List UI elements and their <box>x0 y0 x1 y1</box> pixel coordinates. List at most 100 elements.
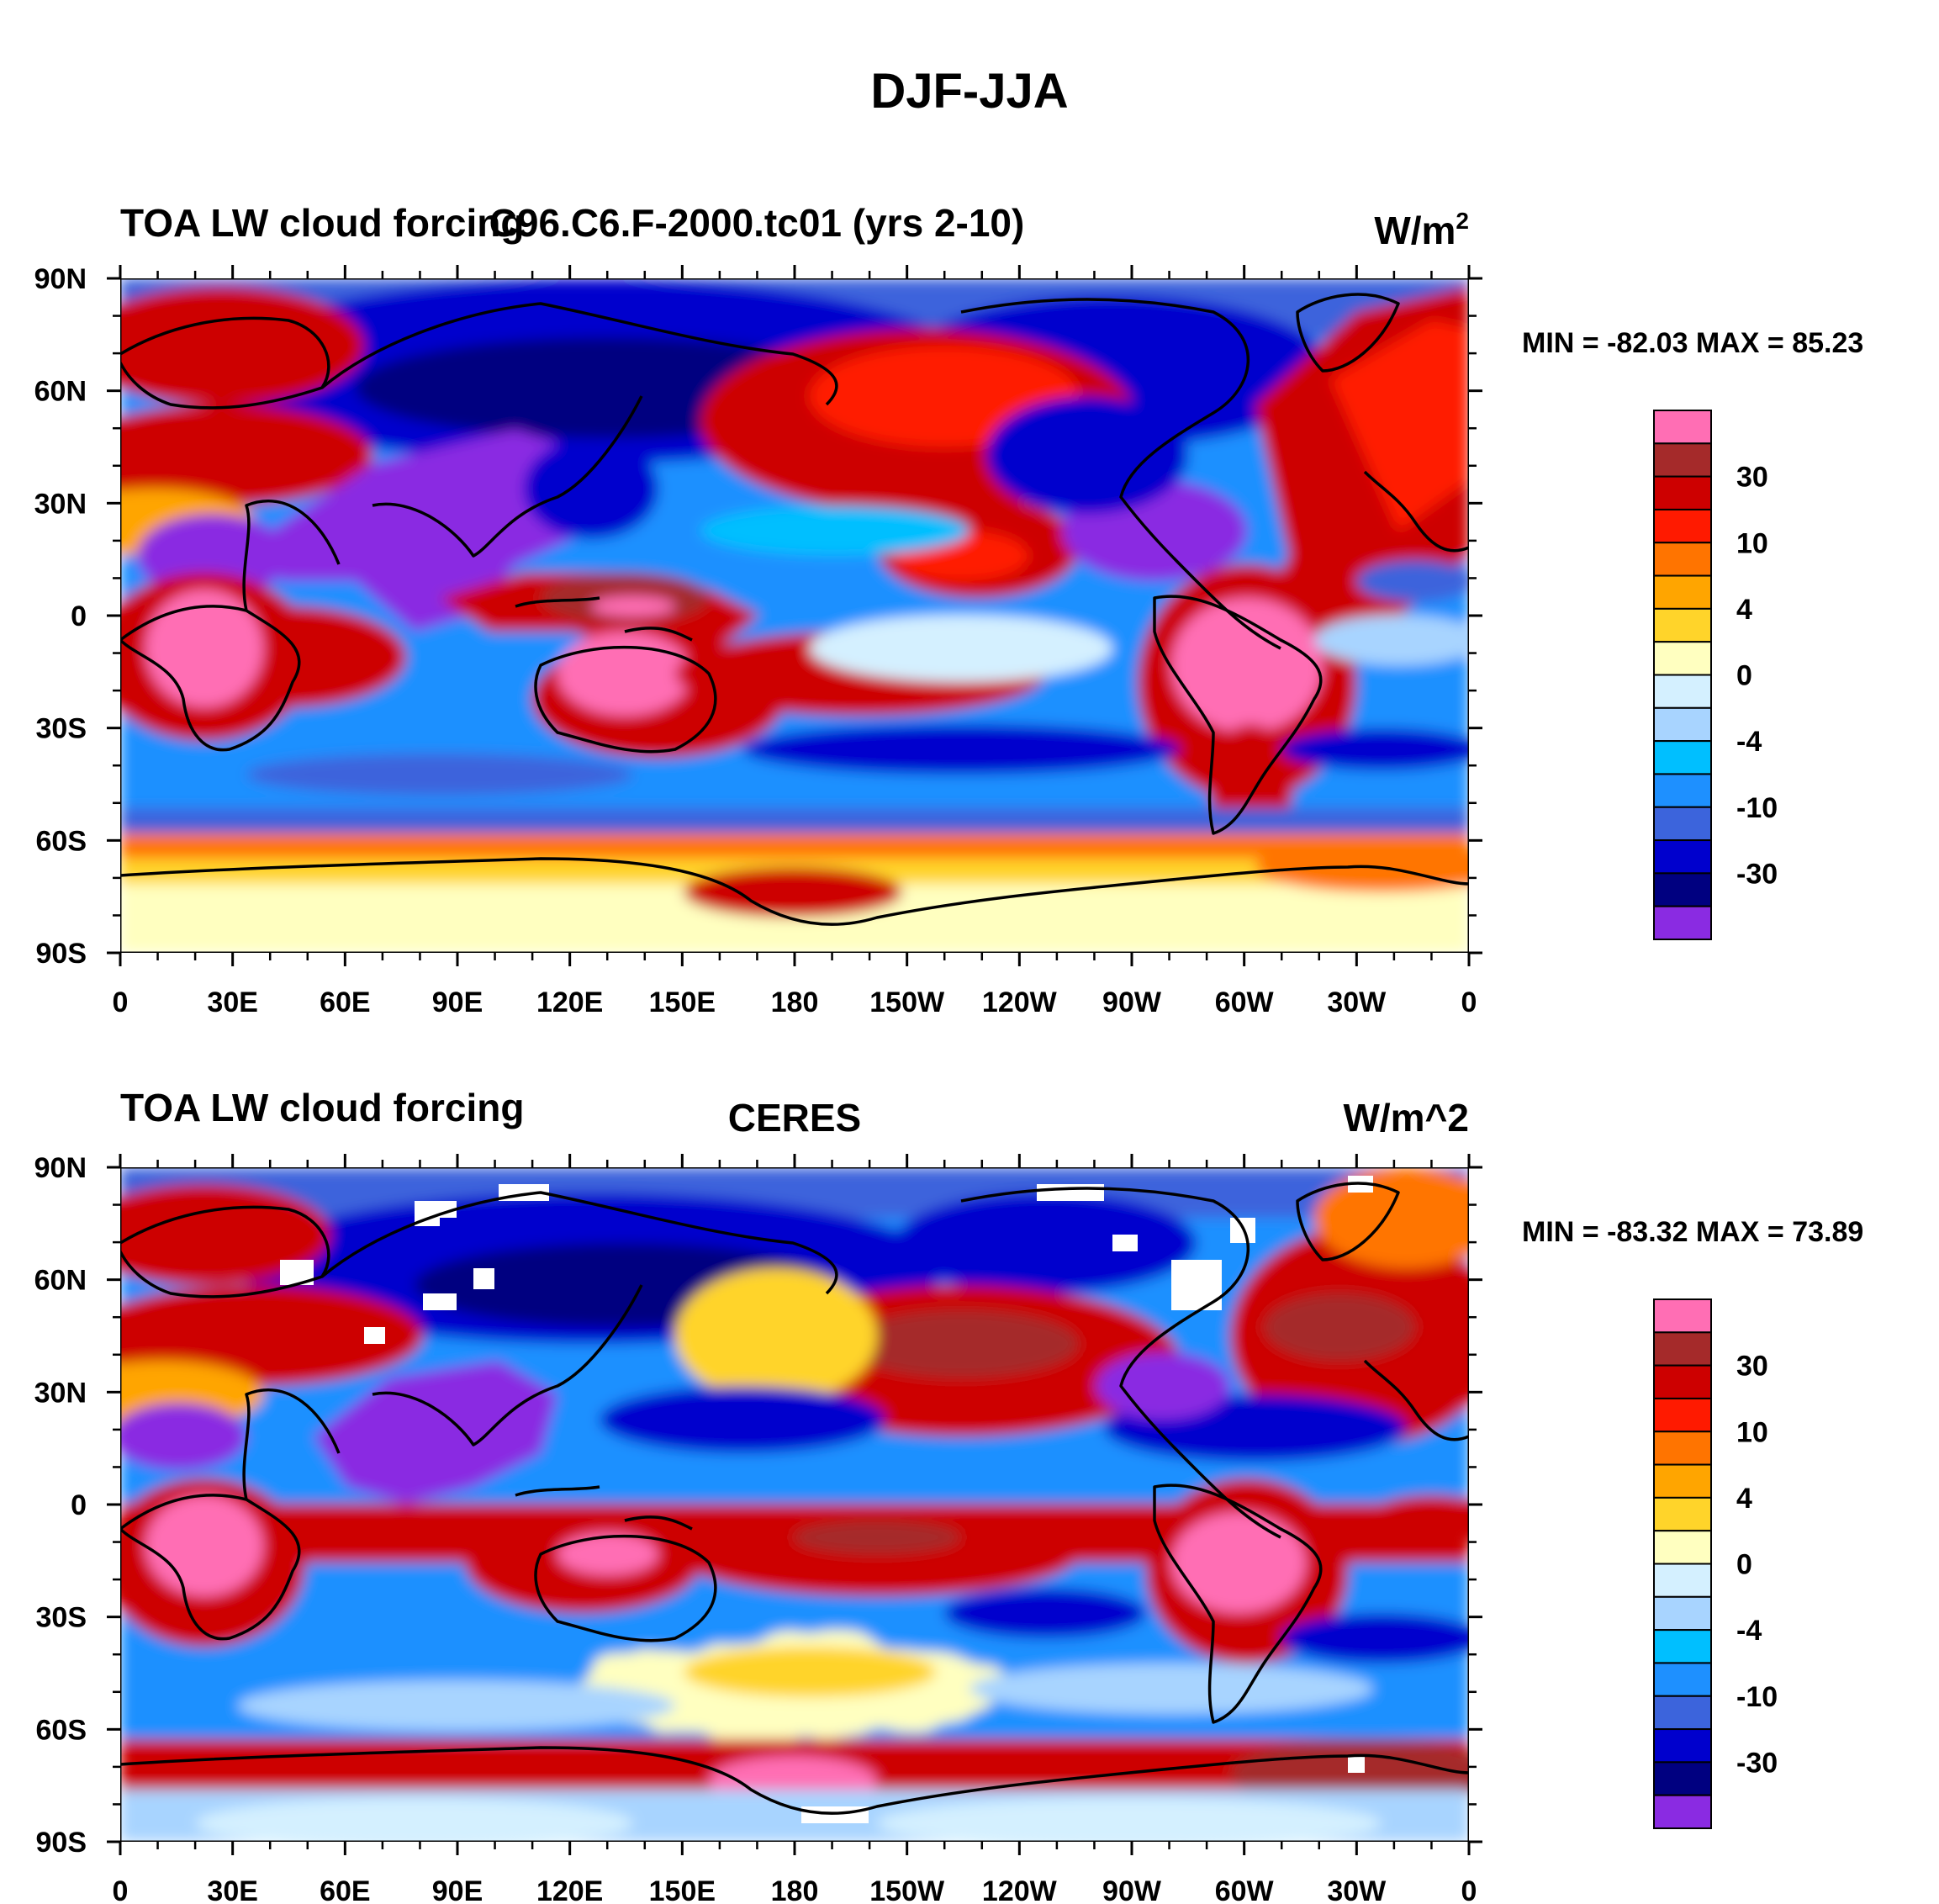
panel-top: TOA LW cloud forcing C96.C6.F-2000.tc01 … <box>34 201 1864 1018</box>
y-tick-label: 60N <box>34 376 87 408</box>
axes: 0 30E 60E 90E 120E 150E 180 150W 120W 90W 60W 30W 09… <box>34 1152 1482 1904</box>
x-tick-label: 150W <box>869 1875 945 1904</box>
x-tick-label: 0 <box>113 1875 129 1904</box>
colorbar-swatch <box>1653 806 1712 842</box>
x-tick-label: 90E <box>432 986 483 1018</box>
map-area <box>120 1167 1469 1842</box>
colorbar-swatch <box>1653 1761 1712 1796</box>
colorbar-label: -10 <box>1736 792 1778 824</box>
colorbar-label: 30 <box>1736 462 1768 494</box>
colorbar-swatch <box>1653 607 1712 643</box>
colorbar-swatch <box>1653 542 1712 577</box>
colorbar-swatch <box>1653 475 1712 510</box>
panel-bottom-title-center: CERES <box>728 1096 861 1140</box>
map-area <box>120 278 1469 953</box>
colorbar-swatch <box>1653 706 1712 743</box>
x-tick-label: 60E <box>320 986 371 1018</box>
y-tick-label: 0 <box>71 1489 87 1521</box>
axes: 0 30E 60E 90E 120E 150E 180 150W 120W 90W 60W 30W 09… <box>34 263 1482 1018</box>
colorbar-swatch <box>1653 740 1712 775</box>
colorbar-swatch <box>1653 1563 1712 1598</box>
colorbar-swatch <box>1653 1397 1712 1433</box>
x-tick-label: 60W <box>1215 986 1275 1018</box>
x-tick-label: 150E <box>649 986 716 1018</box>
y-tick-label: 90N <box>34 263 87 295</box>
colorbar-swatch <box>1653 641 1712 676</box>
panel-bottom-title-left: TOA LW cloud forcing <box>120 1086 524 1129</box>
panel-top-title-center: C96.C6.F-2000.tc01 (yrs 2-10) <box>489 201 1025 245</box>
colorbar-label: 10 <box>1736 1416 1768 1448</box>
panel-top-title-left: TOA LW cloud forcing <box>120 201 524 245</box>
colorbar-label: -30 <box>1736 858 1778 890</box>
colorbar: 30 10 4 0 -4 -10 -30 <box>1653 410 1778 940</box>
colorbar-swatch <box>1653 410 1712 445</box>
colorbar-swatch <box>1653 1728 1712 1764</box>
panel-bottom-title-right: W/m^2 <box>1343 1096 1469 1140</box>
y-tick-label: 90S <box>36 1827 87 1859</box>
colorbar-swatch <box>1653 1629 1712 1664</box>
x-tick-label: 60W <box>1215 1875 1275 1904</box>
colorbar: 30 10 4 0 -4 -10 -30 <box>1653 1298 1778 1829</box>
colorbar-swatch <box>1653 1794 1712 1829</box>
colorbar-label: 30 <box>1736 1351 1768 1383</box>
figure-title: DJF-JJA <box>870 64 1068 119</box>
x-tick-label: 180 <box>771 1875 819 1904</box>
x-tick-label: 60E <box>320 1875 371 1904</box>
x-tick-label: 0 <box>1461 986 1477 1018</box>
x-tick-label: 0 <box>1461 1875 1477 1904</box>
x-tick-label: 30E <box>207 986 258 1018</box>
colorbar-swatch <box>1653 442 1712 478</box>
colorbar-swatch <box>1653 839 1712 875</box>
colorbar-label: 4 <box>1736 594 1752 626</box>
colorbar-label: 10 <box>1736 527 1768 559</box>
y-tick-label: 90S <box>36 938 87 970</box>
y-tick-label: 60N <box>34 1265 87 1297</box>
colorbar-swatch <box>1653 905 1712 940</box>
y-tick-label: 60S <box>36 825 87 857</box>
units-superscript: 2 <box>1456 208 1469 234</box>
colorbar-swatch <box>1653 1662 1712 1697</box>
x-tick-label: 120E <box>536 1875 603 1904</box>
y-tick-label: 60S <box>36 1714 87 1746</box>
x-tick-label: 150E <box>649 1875 716 1904</box>
colorbar-swatch <box>1653 508 1712 544</box>
y-tick-label: 30S <box>36 1602 87 1634</box>
colorbar-label: -30 <box>1736 1747 1778 1779</box>
colorbar-swatch <box>1653 1364 1712 1399</box>
x-tick-label: 30W <box>1327 986 1387 1018</box>
colorbar-swatch <box>1653 1595 1712 1632</box>
colorbar-swatch <box>1653 1496 1712 1532</box>
x-tick-label: 90W <box>1102 986 1162 1018</box>
x-tick-label: 30W <box>1327 1875 1387 1904</box>
x-tick-label: 150W <box>869 986 945 1018</box>
x-tick-label: 30E <box>207 1875 258 1904</box>
y-tick-label: 30N <box>34 488 87 520</box>
colorbar-label: -4 <box>1736 726 1762 758</box>
colorbar-swatch <box>1653 1331 1712 1367</box>
y-tick-label: 30S <box>36 713 87 745</box>
colorbar-label: -4 <box>1736 1615 1762 1647</box>
y-tick-label: 90N <box>34 1152 87 1184</box>
colorbar-swatch <box>1653 574 1712 610</box>
y-tick-label: 30N <box>34 1377 87 1409</box>
x-tick-label: 120W <box>982 986 1058 1018</box>
units-base: W/m <box>1374 209 1456 252</box>
panel-top-title-right: W/m2 <box>1374 208 1469 252</box>
x-tick-label: 90E <box>432 1875 483 1904</box>
x-tick-label: 120E <box>536 986 603 1018</box>
colorbar-label: 4 <box>1736 1483 1752 1515</box>
colorbar-swatch <box>1653 1695 1712 1731</box>
colorbar-label: 0 <box>1736 1549 1752 1581</box>
x-tick-label: 120W <box>982 1875 1058 1904</box>
x-tick-label: 0 <box>113 986 129 1018</box>
colorbar-swatch <box>1653 674 1712 709</box>
colorbar-swatch <box>1653 872 1712 907</box>
colorbar-label: -10 <box>1736 1681 1778 1713</box>
x-tick-label: 180 <box>771 986 819 1018</box>
coastlines <box>120 1182 1469 1815</box>
colorbar-swatch <box>1653 1463 1712 1499</box>
panel-bottom: TOA LW cloud forcing CERES W/m^2 <box>34 1086 1864 1904</box>
colorbar-swatch <box>1653 1530 1712 1565</box>
colorbar-label: 0 <box>1736 660 1752 692</box>
